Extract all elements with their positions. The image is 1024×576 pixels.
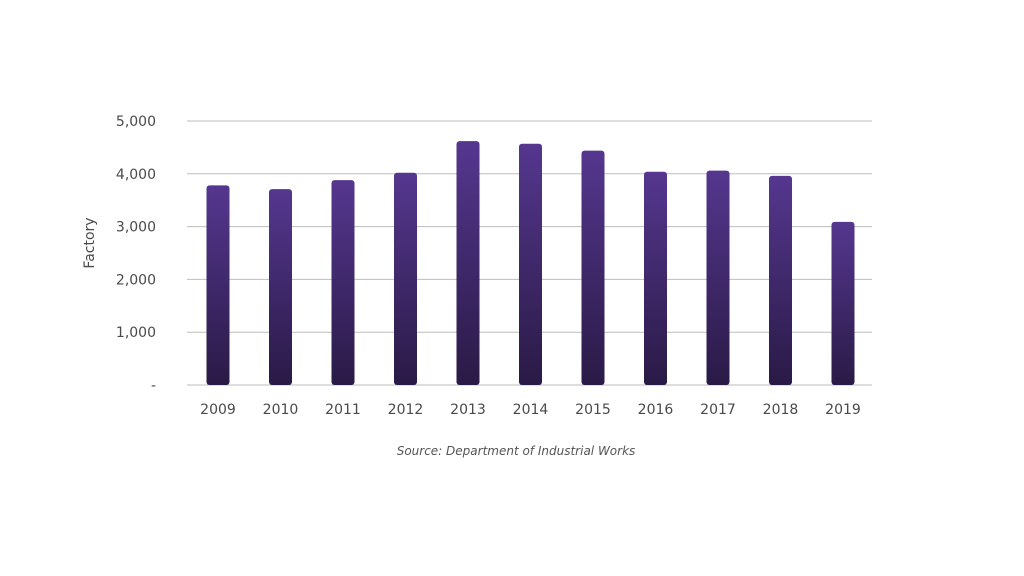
bar-2010 xyxy=(269,189,292,385)
bar-2019 xyxy=(831,221,855,385)
x-tick-label: 2015 xyxy=(575,402,611,418)
x-tick-label: 2009 xyxy=(200,402,236,418)
bar-2011 xyxy=(331,180,355,385)
x-tick-label: 2013 xyxy=(450,402,486,418)
y-tick-label: 5,000 xyxy=(116,114,156,130)
bar-2014 xyxy=(519,143,542,385)
x-tick-label: 2010 xyxy=(263,402,299,418)
bars xyxy=(206,141,855,385)
bar-2015 xyxy=(581,150,605,385)
x-axis-ticks: 2009 2010 2011 2012 2013 2014 2015 2016 2017 2018… xyxy=(200,402,861,418)
source-note: Source: Department of Industrial Works xyxy=(397,444,636,458)
bar-2016 xyxy=(644,171,667,385)
x-tick-label: 2017 xyxy=(700,402,736,418)
y-tick-label: 4,000 xyxy=(116,167,156,183)
y-tick-label: 1,000 xyxy=(116,325,156,341)
bar-2017 xyxy=(706,170,730,385)
x-tick-label: 2011 xyxy=(325,402,361,418)
x-tick-label: 2016 xyxy=(638,402,674,418)
bar-2012 xyxy=(394,172,417,385)
y-axis-title: Factory xyxy=(82,217,98,268)
bar-2013 xyxy=(456,141,480,385)
bar-2009 xyxy=(206,185,230,385)
x-tick-label: 2019 xyxy=(825,402,861,418)
y-tick-label: - xyxy=(151,378,156,394)
y-tick-label: 3,000 xyxy=(116,220,156,236)
x-tick-label: 2018 xyxy=(763,402,799,418)
x-tick-label: 2014 xyxy=(513,402,549,418)
x-tick-label: 2012 xyxy=(388,402,424,418)
bar-2018 xyxy=(769,175,792,385)
y-tick-label: 2,000 xyxy=(116,272,156,288)
y-axis-ticks: - 1,000 2,000 3,000 4,000 5,000 xyxy=(116,114,156,394)
